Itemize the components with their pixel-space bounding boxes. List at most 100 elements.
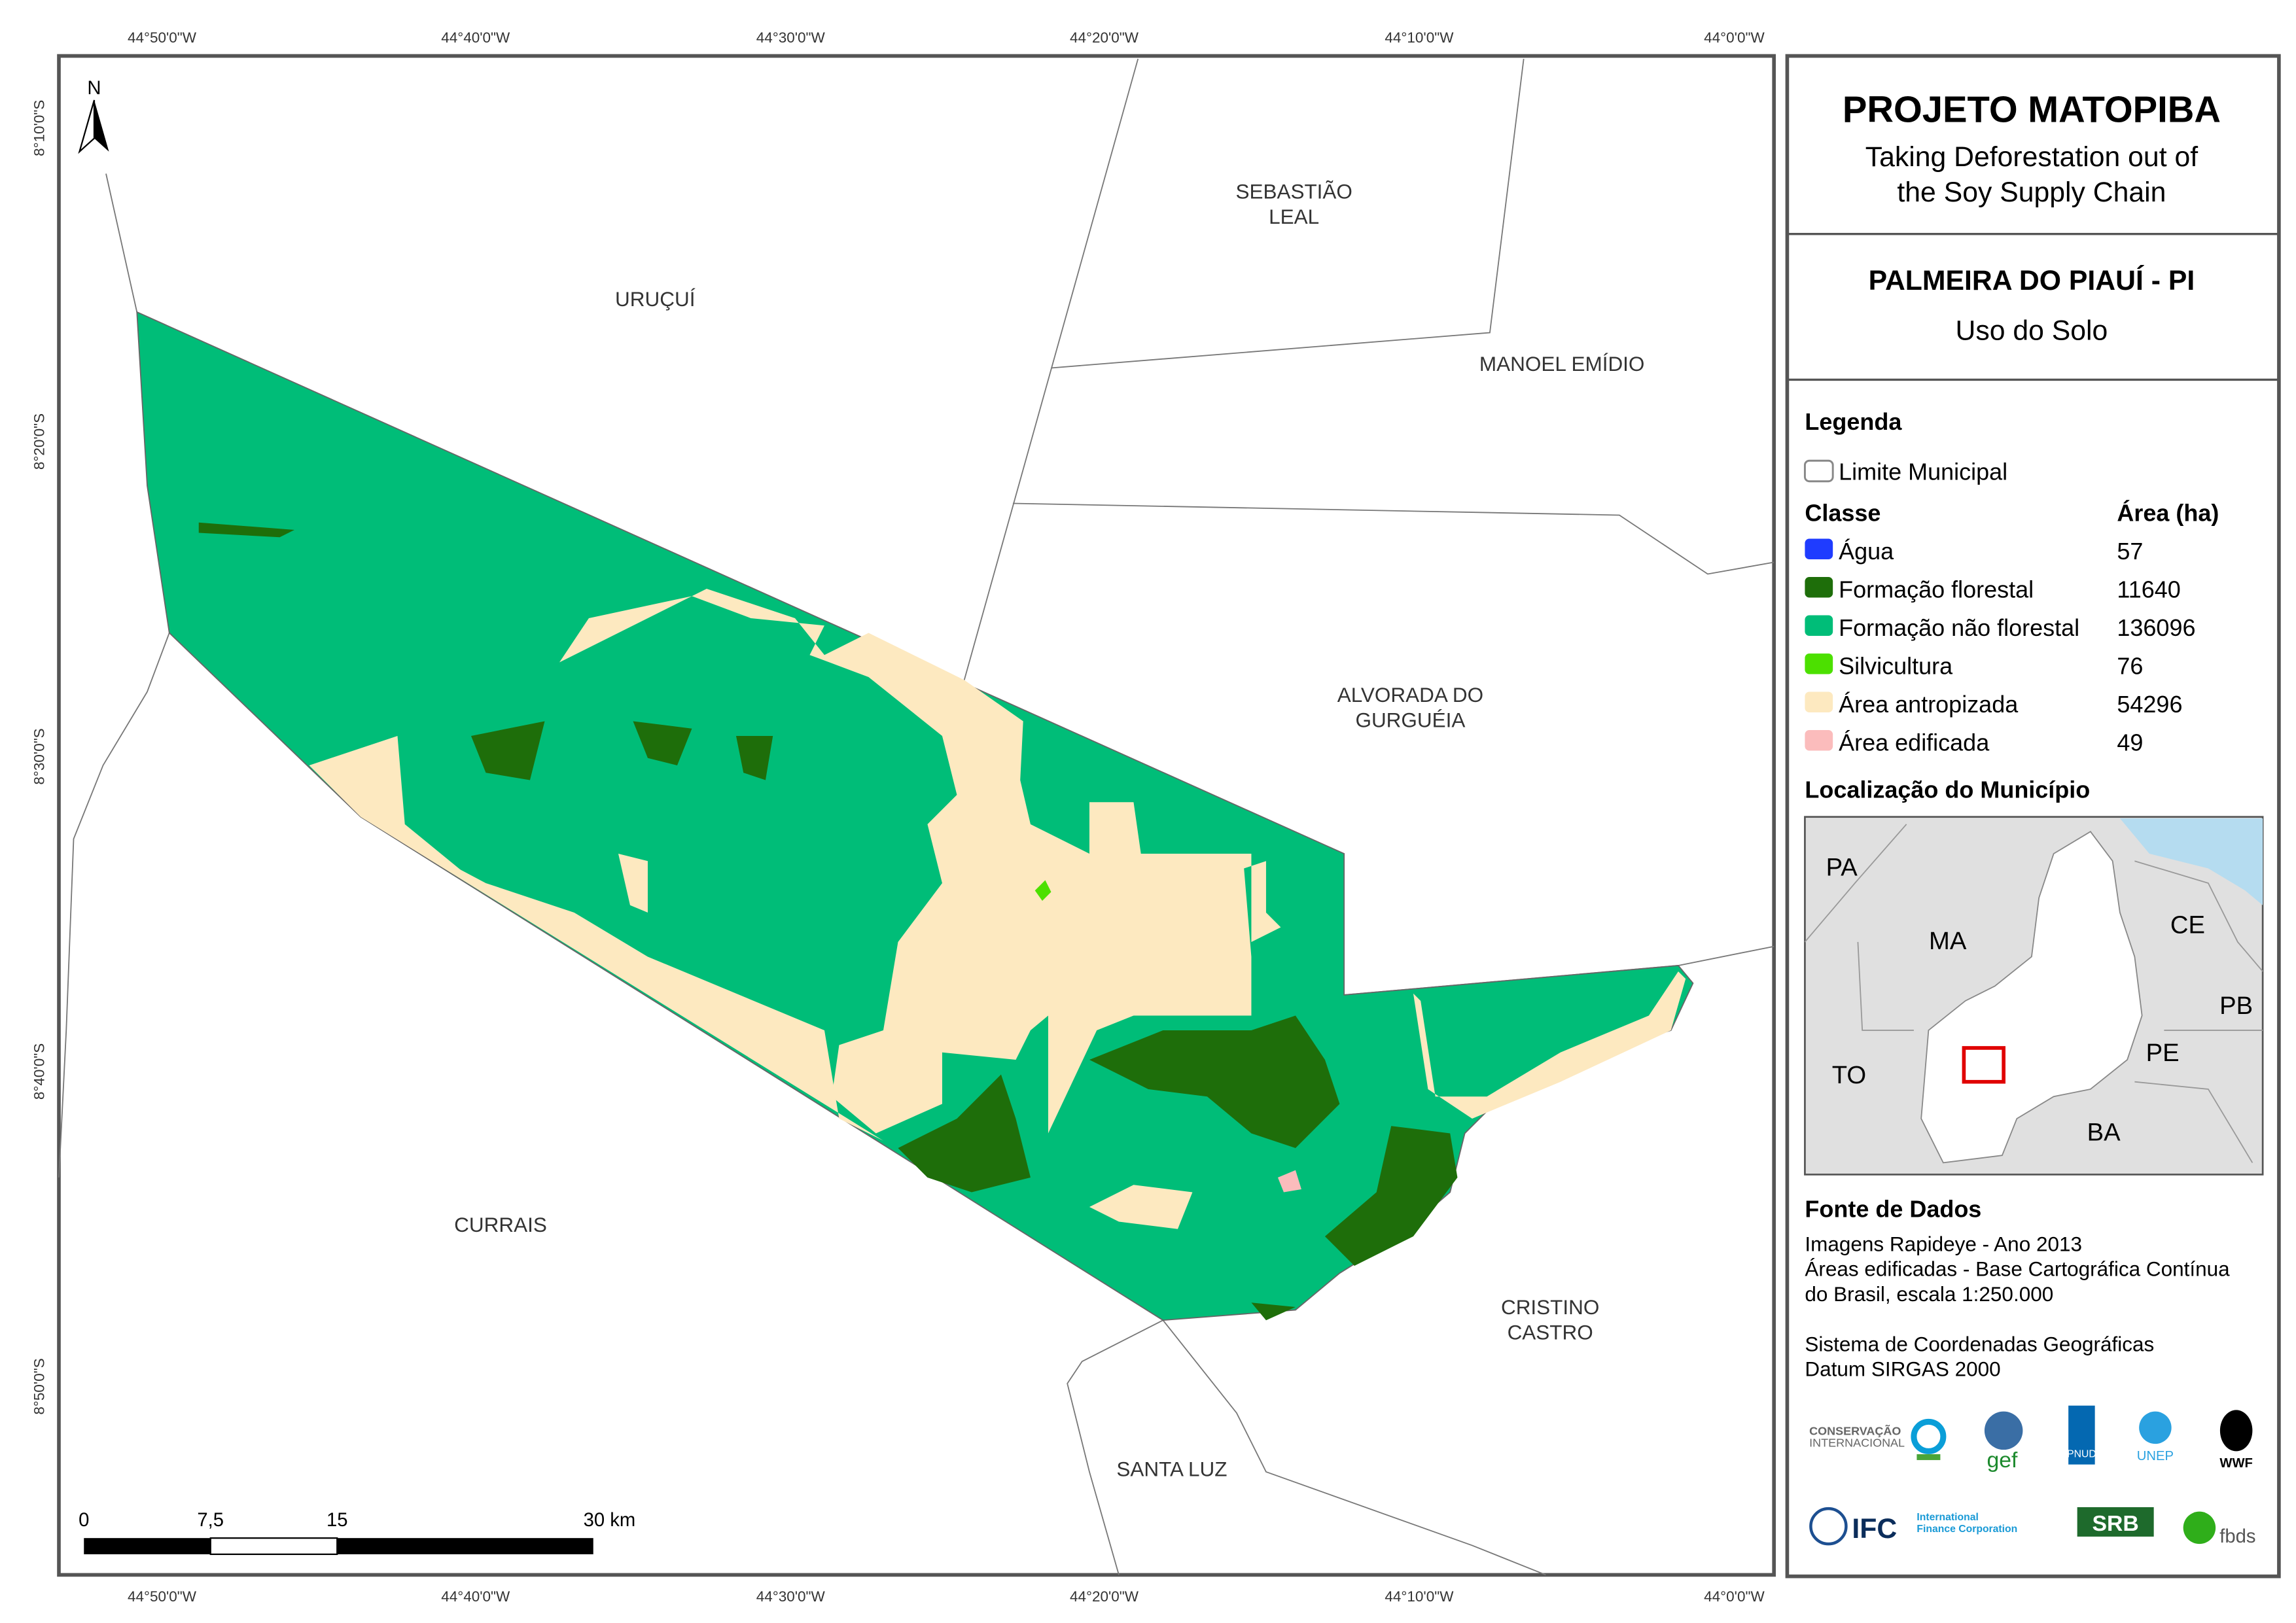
latitude-labels: 8°10'0"S 8°20'0"S 8°30'0"S 8°40'0"S 8°50… bbox=[31, 100, 48, 1415]
municipal-boundaries bbox=[58, 58, 1775, 1576]
legend: Legenda Limite Municipal Classe Área (ha… bbox=[1803, 408, 2219, 756]
pnud-logo: PNUD bbox=[2067, 1405, 2096, 1465]
svg-text:N: N bbox=[87, 78, 101, 99]
data-sources: Fonte de Dados Imagens Rapideye - Ano 20… bbox=[1805, 1196, 2230, 1381]
project-subtitle-2: the Soy Supply Chain bbox=[1897, 177, 2166, 208]
built-area-patch bbox=[1277, 1170, 1301, 1193]
legend-row: Silvicultura 76 bbox=[1805, 652, 2143, 679]
svg-text:CE: CE bbox=[2170, 911, 2205, 939]
svg-text:PNUD: PNUD bbox=[2067, 1448, 2096, 1459]
municipality-locator bbox=[1962, 1046, 2005, 1084]
legend-swatch bbox=[1805, 615, 1833, 636]
place-sebastiao-leal-2: LEAL bbox=[1269, 205, 1319, 228]
svg-text:44°0'0"W: 44°0'0"W bbox=[1704, 1588, 1765, 1605]
legend-swatch bbox=[1805, 729, 1833, 751]
svg-text:IFC: IFC bbox=[1852, 1513, 1897, 1544]
svg-text:0: 0 bbox=[79, 1510, 89, 1531]
legend-class-area: 49 bbox=[2117, 729, 2143, 756]
svg-text:44°30'0"W: 44°30'0"W bbox=[756, 29, 826, 46]
svg-text:Sistema de Coordenadas Geográf: Sistema de Coordenadas Geográficas bbox=[1805, 1332, 2154, 1355]
svg-text:44°10'0"W: 44°10'0"W bbox=[1385, 1588, 1454, 1605]
forest-areas bbox=[198, 522, 1458, 1321]
legend-swatch bbox=[1805, 576, 1833, 598]
svg-text:44°50'0"W: 44°50'0"W bbox=[128, 29, 197, 46]
scale-bar: 0 7,5 15 30 km bbox=[79, 1510, 636, 1556]
svg-text:44°50'0"W: 44°50'0"W bbox=[128, 1588, 197, 1605]
svg-text:44°20'0"W: 44°20'0"W bbox=[1070, 1588, 1139, 1605]
project-subtitle-1: Taking Deforestation out of bbox=[1865, 141, 2198, 173]
svg-text:Datum SIRGAS 2000: Datum SIRGAS 2000 bbox=[1805, 1357, 2000, 1381]
svg-text:UNEP: UNEP bbox=[2137, 1449, 2174, 1463]
svg-text:INTERNACIONAL: INTERNACIONAL bbox=[1809, 1437, 1905, 1450]
place-santa-luz: SANTA LUZ bbox=[1116, 1457, 1227, 1481]
svg-text:30 km: 30 km bbox=[584, 1510, 636, 1531]
place-labels: URUÇUÍ SEBASTIÃO LEAL MANOEL EMÍDIO ALVO… bbox=[454, 180, 1644, 1481]
main-map: URUÇUÍ SEBASTIÃO LEAL MANOEL EMÍDIO ALVO… bbox=[57, 54, 1776, 1577]
place-currais: CURRAIS bbox=[454, 1213, 547, 1236]
legend-class-area: 136096 bbox=[2117, 614, 2195, 641]
svg-text:Finance Corporation: Finance Corporation bbox=[1916, 1524, 2017, 1535]
location-title: Localização do Município bbox=[1805, 776, 2090, 803]
legend-class-area: 76 bbox=[2117, 652, 2143, 679]
side-panel: PROJETO MATOPIBA Taking Deforestation ou… bbox=[1785, 54, 2281, 1579]
place-alvorada-1: ALVORADA DO bbox=[1337, 683, 1483, 707]
legend-swatch bbox=[1805, 691, 1833, 712]
legend-swatch bbox=[1805, 653, 1833, 674]
legend-class-label: Água bbox=[1839, 538, 1894, 565]
srb-logo: SRB bbox=[2077, 1507, 2154, 1537]
svg-text:44°20'0"W: 44°20'0"W bbox=[1070, 29, 1139, 46]
svg-text:Área (ha): Área (ha) bbox=[2117, 499, 2219, 526]
legend-class-label: Formação florestal bbox=[1839, 576, 2034, 602]
unep-fi-logo: UNEP bbox=[2137, 1411, 2174, 1463]
svg-text:44°10'0"W: 44°10'0"W bbox=[1385, 29, 1454, 46]
svg-text:8°50'0"S: 8°50'0"S bbox=[31, 1358, 48, 1414]
legend-row: Formação não florestal 136096 bbox=[1805, 614, 2195, 641]
place-urucui: URUÇUÍ bbox=[615, 287, 696, 311]
svg-text:MA: MA bbox=[1929, 927, 1967, 955]
svg-text:SRB: SRB bbox=[2093, 1511, 2139, 1536]
svg-text:WWF: WWF bbox=[2219, 1456, 2253, 1471]
svg-text:PB: PB bbox=[2219, 992, 2253, 1020]
legend-swatch bbox=[1805, 538, 1833, 559]
north-arrow-icon: N bbox=[78, 78, 109, 154]
legend-class-area: 11640 bbox=[2117, 576, 2180, 602]
legend-class-label: Silvicultura bbox=[1839, 652, 1953, 679]
svg-text:44°40'0"W: 44°40'0"W bbox=[441, 1588, 510, 1605]
svg-text:Áreas edificadas - Base Cartog: Áreas edificadas - Base Cartográfica Con… bbox=[1805, 1257, 2230, 1281]
longitude-labels: 44°50'0"W 44°40'0"W 44°30'0"W 44°20'0"W 44… bbox=[128, 29, 1765, 1605]
svg-text:15: 15 bbox=[327, 1510, 348, 1531]
legend-class-area: 57 bbox=[2117, 538, 2143, 565]
place-manoel-emidio: MANOEL EMÍDIO bbox=[1479, 352, 1645, 375]
legend-row: Área edificada 49 bbox=[1805, 729, 2143, 756]
fbds-logo: fbds bbox=[2183, 1511, 2256, 1547]
svg-text:Classe: Classe bbox=[1805, 499, 1881, 526]
legend-class-label: Área antropizada bbox=[1839, 691, 2019, 718]
legend-class-label: Formação não florestal bbox=[1839, 614, 2079, 641]
svg-text:fbds: fbds bbox=[2219, 1526, 2255, 1547]
gef-logo: gef bbox=[1984, 1411, 2023, 1473]
svg-text:44°40'0"W: 44°40'0"W bbox=[441, 29, 510, 46]
municipality-title: PALMEIRA DO PIAUÍ - PI bbox=[1869, 265, 2195, 296]
svg-text:7,5: 7,5 bbox=[197, 1510, 224, 1531]
place-cristino-2: CASTRO bbox=[1508, 1320, 1593, 1344]
svg-text:BA: BA bbox=[2087, 1119, 2121, 1147]
theme-title: Uso do Solo bbox=[1956, 315, 2108, 347]
svg-text:Legenda: Legenda bbox=[1805, 408, 1902, 435]
svg-text:44°0'0"W: 44°0'0"W bbox=[1704, 29, 1765, 46]
legend-row: Área antropizada 54296 bbox=[1805, 691, 2182, 718]
wwf-logo: WWF bbox=[2219, 1410, 2253, 1471]
svg-text:8°10'0"S: 8°10'0"S bbox=[31, 100, 48, 156]
svg-text:8°30'0"S: 8°30'0"S bbox=[31, 728, 48, 784]
svg-text:Imagens Rapideye - Ano 2013: Imagens Rapideye - Ano 2013 bbox=[1805, 1232, 2082, 1255]
legend-row: Água 57 bbox=[1805, 538, 2143, 565]
svg-text:TO: TO bbox=[1832, 1061, 1866, 1089]
svg-text:CONSERVAÇÃO: CONSERVAÇÃO bbox=[1809, 1424, 1901, 1438]
svg-text:8°40'0"S: 8°40'0"S bbox=[31, 1043, 48, 1100]
place-alvorada-2: GURGUÉIA bbox=[1355, 708, 1465, 731]
svg-text:PA: PA bbox=[1826, 854, 1858, 882]
svg-text:do Brasil, escala 1:250.000: do Brasil, escala 1:250.000 bbox=[1805, 1282, 2053, 1306]
